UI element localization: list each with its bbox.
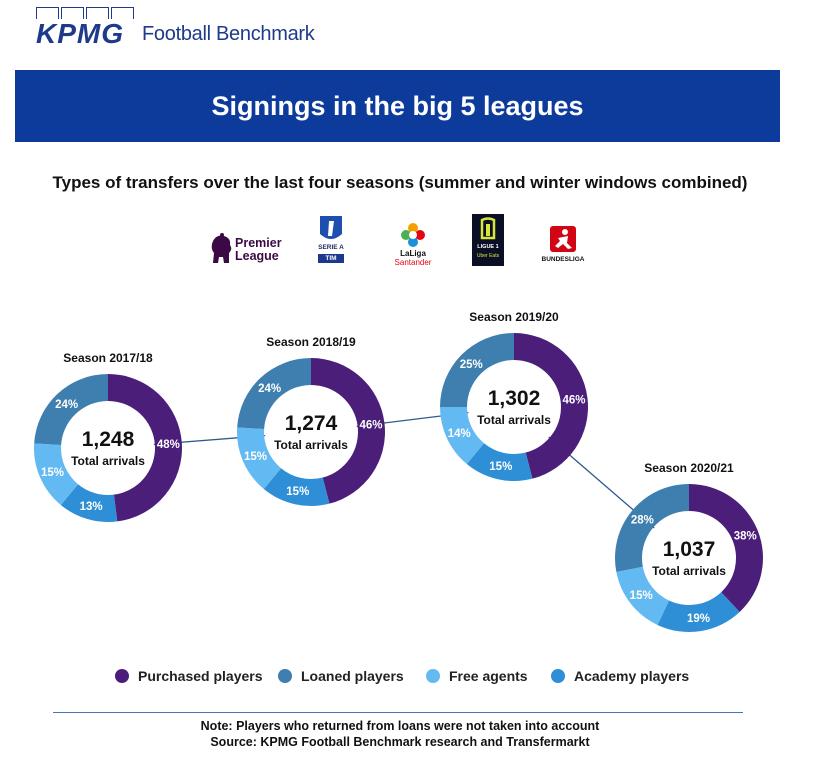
- laliga-logo: LaLiga Santander: [385, 222, 441, 270]
- legend-item: Free agents: [426, 668, 528, 684]
- slice-label: 15%: [286, 486, 309, 498]
- seriea-line2: TIM: [318, 254, 344, 263]
- total-caption: Total arrivals: [71, 454, 145, 468]
- slice-label: 15%: [244, 451, 267, 463]
- donut-slice-loaned: [237, 358, 311, 430]
- total-caption: Total arrivals: [477, 413, 551, 427]
- bundesliga-player-icon: [550, 226, 576, 252]
- legend-item: Loaned players: [278, 668, 404, 684]
- slice-label: 28%: [631, 514, 654, 526]
- total-value: 1,302: [488, 387, 541, 410]
- donut-slice-free: [616, 566, 669, 625]
- seriea-line1: SERIE A: [318, 244, 344, 251]
- donut-slice-free: [440, 407, 485, 465]
- slice-label: 15%: [41, 467, 64, 479]
- note-text: Note: Players who returned from loans we…: [200, 719, 600, 733]
- donut-slice-purchased: [311, 358, 385, 504]
- donut-slice-purchased: [689, 484, 764, 612]
- donut-season: 48% 13% 15% 24% 1,248 Total arrivals Season 20…: [34, 351, 183, 522]
- kpmg-logo-text: KPMG: [36, 18, 124, 49]
- kpmg-logo: KPMG: [36, 7, 134, 50]
- legend-label: Free agents: [449, 668, 528, 684]
- legend-label: Academy players: [574, 668, 690, 684]
- premier-line1: Premier: [235, 236, 282, 250]
- donut-slice-loaned: [615, 484, 689, 572]
- slice-label: 24%: [55, 399, 78, 411]
- total-caption: Total arrivals: [652, 564, 726, 578]
- legend: Purchased players Loaned players Free agen…: [0, 668, 832, 690]
- donut-slice-loaned: [440, 333, 514, 407]
- legend-item: Academy players: [551, 668, 689, 684]
- bundesliga-line1: BUNDESLIGA: [541, 256, 585, 263]
- legend-swatch: [551, 669, 565, 683]
- banner-title: Signings in the big 5 leagues: [211, 90, 584, 121]
- chart-subtitle: Types of transfers over the last four se…: [52, 173, 748, 192]
- total-value: 1,037: [663, 538, 716, 561]
- legend-swatch: [278, 669, 292, 683]
- ligue1-line1: LIGUE 1: [477, 244, 499, 250]
- donut-slice-academy: [60, 484, 118, 522]
- laliga-line2: Santander: [394, 258, 432, 267]
- donut-rings: 48% 13% 15% 24% 1,248 Total arrivals Season 20…: [34, 310, 764, 633]
- total-value: 1,248: [82, 428, 135, 451]
- donut-slice-free: [34, 443, 79, 506]
- season-label: Season 2019/20: [469, 310, 559, 324]
- donut-season: 46% 15% 15% 24% 1,274 Total arrivals Season 20…: [237, 335, 385, 506]
- laliga-flower-icon: [401, 223, 425, 247]
- donut-slice-free: [237, 427, 282, 490]
- total-caption: Total arrivals: [274, 438, 348, 452]
- total-value: 1,274: [285, 412, 338, 435]
- season-label: Season 2020/21: [644, 461, 734, 475]
- donut-hole: [643, 512, 735, 604]
- donut-hole: [468, 361, 560, 453]
- donut-slice-purchased: [514, 333, 588, 479]
- donut-slice-loaned: [34, 374, 108, 446]
- ligue1-mark-icon: [480, 217, 496, 240]
- brand: KPMG Football Benchmark: [36, 7, 315, 54]
- serie-a-logo: SERIE A TIM: [316, 214, 346, 268]
- premier-line2: League: [235, 249, 279, 263]
- slice-label: 46%: [563, 394, 586, 406]
- connector-lines: [107, 406, 690, 559]
- slice-label: 46%: [360, 419, 383, 431]
- slice-label: 19%: [687, 613, 710, 625]
- donut-season: 46% 15% 14% 25% 1,302 Total arrivals Season 20…: [440, 310, 588, 481]
- ligue1-line2: Uber Eats: [476, 253, 500, 259]
- legend-label: Loaned players: [301, 668, 404, 684]
- slice-label: 25%: [460, 359, 483, 371]
- source-text: Source: KPMG Football Benchmark research…: [210, 735, 590, 749]
- slice-label: 24%: [258, 383, 281, 395]
- donut-hole: [265, 386, 357, 478]
- brand-name: Football Benchmark: [142, 22, 315, 45]
- slice-label: 15%: [489, 461, 512, 473]
- donut-slice-purchased: [108, 374, 183, 522]
- ligue1-logo: LIGUE 1 Uber Eats: [472, 214, 504, 266]
- legend-swatch: [426, 669, 440, 683]
- season-label: Season 2018/19: [266, 335, 356, 349]
- slice-label: 13%: [80, 501, 103, 513]
- donut-slice-academy: [466, 443, 533, 481]
- title-banner: Signings in the big 5 leagues: [15, 70, 780, 142]
- legend-swatch: [115, 669, 129, 683]
- donut-season: 38% 19% 15% 28% 1,037 Total arrivals Season 20…: [615, 461, 764, 633]
- laliga-line1: LaLiga: [400, 249, 426, 258]
- donut-hole: [62, 402, 154, 494]
- premier-league-logo: Premier League: [207, 232, 287, 268]
- slice-label: 38%: [734, 531, 757, 543]
- donut-slice-academy: [657, 592, 740, 633]
- season-label: Season 2017/18: [63, 351, 153, 365]
- divider: [53, 712, 743, 713]
- legend-item: Purchased players: [115, 668, 263, 684]
- donut-slice-academy: [263, 468, 330, 506]
- slice-label: 15%: [630, 590, 653, 602]
- legend-label: Purchased players: [138, 668, 263, 684]
- slice-label: 48%: [157, 439, 180, 451]
- slice-label: 14%: [448, 428, 471, 440]
- lion-icon: [211, 233, 232, 263]
- serie-a-shield-icon: [320, 216, 342, 239]
- bundesliga-logo: BUNDESLIGA: [535, 226, 591, 268]
